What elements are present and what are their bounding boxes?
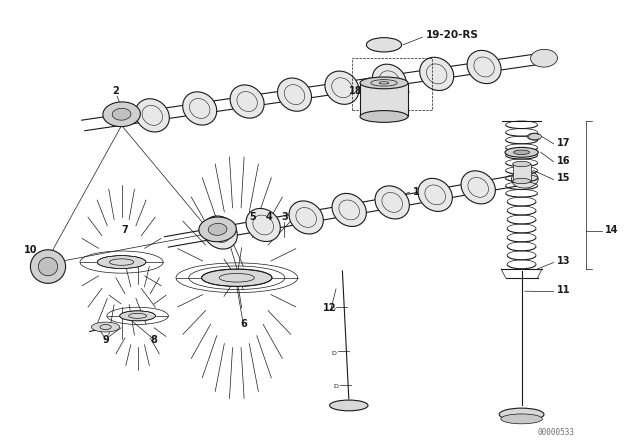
- Ellipse shape: [97, 256, 146, 268]
- Ellipse shape: [103, 102, 140, 127]
- Text: 4: 4: [266, 211, 273, 221]
- Ellipse shape: [246, 208, 280, 241]
- Text: 13: 13: [557, 256, 570, 266]
- Ellipse shape: [31, 250, 65, 284]
- Ellipse shape: [120, 311, 156, 321]
- Ellipse shape: [289, 201, 323, 234]
- Text: D: D: [330, 307, 335, 312]
- Ellipse shape: [513, 150, 529, 155]
- Ellipse shape: [499, 408, 544, 421]
- Ellipse shape: [531, 49, 557, 67]
- Text: 9: 9: [102, 335, 109, 345]
- Text: 19-20-RS: 19-20-RS: [426, 30, 479, 40]
- Ellipse shape: [208, 224, 227, 235]
- Ellipse shape: [513, 161, 531, 167]
- Ellipse shape: [500, 414, 542, 424]
- Text: 11: 11: [557, 285, 570, 295]
- Bar: [360, 83, 408, 116]
- Ellipse shape: [461, 171, 495, 204]
- Ellipse shape: [511, 170, 538, 188]
- Text: 10: 10: [24, 245, 38, 255]
- Text: 2: 2: [112, 86, 119, 96]
- Bar: [352, 58, 432, 110]
- Text: 7: 7: [122, 225, 129, 235]
- Ellipse shape: [467, 50, 501, 84]
- Text: 00000533: 00000533: [538, 427, 575, 436]
- Ellipse shape: [38, 257, 58, 276]
- Ellipse shape: [505, 147, 538, 157]
- Text: D: D: [332, 351, 337, 356]
- Ellipse shape: [513, 178, 531, 184]
- Ellipse shape: [372, 64, 406, 97]
- Ellipse shape: [527, 133, 541, 140]
- Ellipse shape: [360, 111, 408, 122]
- Ellipse shape: [420, 57, 454, 90]
- Text: 5: 5: [250, 211, 257, 221]
- Ellipse shape: [366, 38, 402, 52]
- Ellipse shape: [112, 108, 131, 120]
- Ellipse shape: [330, 400, 368, 411]
- Ellipse shape: [278, 78, 312, 111]
- Ellipse shape: [230, 85, 264, 118]
- Ellipse shape: [203, 216, 237, 249]
- Ellipse shape: [325, 71, 359, 104]
- Text: 6: 6: [240, 319, 247, 329]
- Text: 16: 16: [557, 155, 570, 165]
- Text: 14: 14: [605, 225, 618, 235]
- Text: 8: 8: [150, 335, 157, 345]
- Ellipse shape: [199, 217, 236, 242]
- Text: 12: 12: [323, 303, 337, 313]
- Bar: [513, 164, 531, 181]
- Text: D: D: [333, 384, 338, 389]
- Ellipse shape: [375, 186, 410, 219]
- Text: 17: 17: [557, 138, 570, 147]
- Text: 15: 15: [557, 173, 570, 183]
- Ellipse shape: [418, 178, 452, 211]
- Ellipse shape: [182, 92, 217, 125]
- Ellipse shape: [360, 77, 408, 89]
- Ellipse shape: [92, 322, 120, 332]
- Ellipse shape: [332, 194, 366, 227]
- Ellipse shape: [202, 269, 272, 286]
- Text: 3: 3: [282, 211, 289, 221]
- Ellipse shape: [135, 99, 170, 132]
- Text: 1: 1: [413, 187, 420, 197]
- Text: 18: 18: [349, 86, 362, 96]
